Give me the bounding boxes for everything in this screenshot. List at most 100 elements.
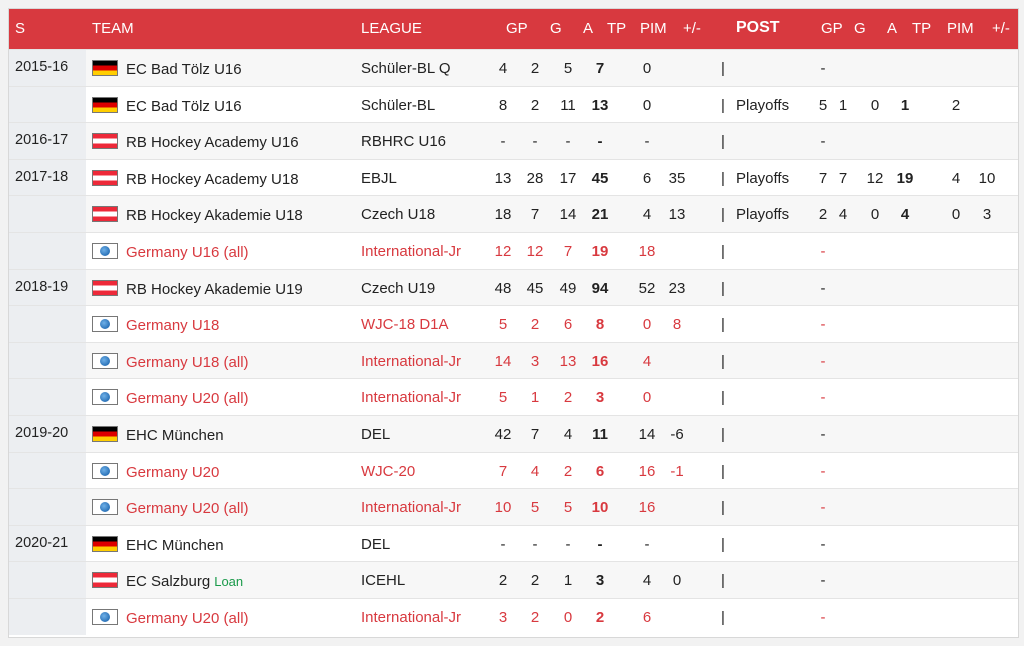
stat-a: 5 (563, 499, 573, 517)
stat-plusminus: 23 (668, 279, 686, 297)
stat-a: 11 (560, 96, 576, 114)
col-a[interactable]: A (583, 20, 594, 37)
league-link[interactable]: International-Jr (361, 352, 462, 370)
team-link[interactable]: Germany U18 (126, 317, 219, 334)
stat-pim: 4 (642, 206, 652, 224)
league-link[interactable]: DEL (361, 426, 391, 443)
league-link[interactable]: International-Jr (361, 243, 462, 260)
stat-tp: 3 (595, 572, 605, 590)
col-pim[interactable]: PIM (640, 20, 667, 37)
season-label: 2015-16 (15, 59, 69, 75)
team-link[interactable]: EC Bad Tölz U16 (126, 61, 242, 78)
germany-flag-icon (92, 96, 118, 113)
season-label: 2017-18 (15, 168, 69, 185)
league-link[interactable]: International-Jr (361, 389, 462, 407)
col-post-a[interactable]: A (887, 20, 898, 37)
col-team[interactable]: TEAM (92, 20, 134, 37)
league-link[interactable]: International-Jr (361, 499, 462, 517)
stat-pim: 16 (638, 499, 656, 517)
stat-tp: 8 (595, 316, 605, 334)
table-row: Germany U20 WJC-20 7 4 2 6 16 -1 - | (9, 451, 1018, 489)
post-gp: - (820, 133, 826, 151)
col-post-g[interactable]: G (854, 20, 866, 37)
team-name: EC Bad Tölz U16 (126, 97, 242, 115)
season-cell: 2016-17 (9, 123, 86, 160)
col-g[interactable]: G (550, 20, 562, 37)
postseason-label[interactable]: Playoffs (736, 96, 790, 114)
team-link[interactable]: EC Salzburg Loan (126, 573, 243, 590)
col-post-gp[interactable]: GP (821, 20, 843, 37)
league-link[interactable]: Czech U19 (361, 279, 436, 297)
table-row: 2017-18 RB Hockey Academy U18 EBJL 13 28 17 45… (9, 158, 1018, 196)
stat-gp: - (500, 535, 506, 553)
league-link[interactable]: EBJL (361, 169, 397, 187)
league-link[interactable]: Czech U18 (361, 206, 436, 224)
post-gp: - (820, 352, 826, 370)
team-link[interactable]: RB Hockey Akademie U18 (126, 207, 303, 224)
col-league[interactable]: LEAGUE (361, 20, 422, 37)
team-link[interactable]: Germany U18 (all) (126, 354, 249, 371)
stat-plusminus: 0 (672, 572, 682, 590)
col-post-plusminus[interactable]: +/- (992, 20, 1010, 37)
table-row: 2018-19 RB Hockey Akademie U19 Czech U19 48… (9, 268, 1018, 306)
league-link[interactable]: International-Jr (361, 609, 462, 626)
team-name: Germany U18 (126, 317, 220, 335)
table-row: Germany U20 (all) International-Jr 10 5 5 10 1… (9, 488, 1018, 526)
league-link[interactable]: RBHRC U16 (361, 133, 447, 151)
postseason-label[interactable]: Playoffs (736, 206, 790, 224)
team-link[interactable]: Germany U20 (126, 464, 219, 481)
season-cell (9, 489, 86, 526)
column-separator: | (721, 243, 725, 260)
team-link[interactable]: EHC München (126, 537, 224, 554)
stat-pim: 0 (642, 389, 652, 407)
table-row: Germany U18 (all) International-Jr 14 3 13 16… (9, 341, 1018, 379)
team-link[interactable]: RB Hockey Akademie U19 (126, 281, 303, 298)
post-gp: - (820, 572, 826, 590)
team-link[interactable]: RB Hockey Academy U16 (126, 134, 299, 151)
team-link[interactable]: Germany U20 (all) (126, 500, 249, 517)
stat-tp: 13 (591, 96, 609, 114)
team-link[interactable]: Germany U16 (all) (126, 244, 249, 261)
team-link[interactable]: EC Bad Tölz U16 (126, 98, 242, 115)
col-post-pim[interactable]: PIM (947, 20, 974, 37)
season-cell (9, 342, 86, 379)
league-link[interactable]: WJC-18 D1A (361, 316, 449, 334)
column-separator: | (721, 389, 725, 407)
league-link[interactable]: DEL (361, 535, 391, 553)
stat-gp: 48 (494, 279, 512, 297)
col-gp[interactable]: GP (506, 20, 528, 37)
col-post[interactable]: POST (736, 19, 780, 36)
team-link[interactable]: Germany U20 (all) (126, 610, 249, 627)
team-link[interactable]: RB Hockey Academy U18 (126, 171, 299, 188)
post-tp: 1 (900, 96, 910, 114)
league-link[interactable]: ICEHL (361, 572, 406, 590)
stat-tp: 3 (595, 389, 605, 407)
column-separator: | (721, 352, 725, 370)
col-post-tp[interactable]: TP (912, 20, 932, 37)
season-cell: 2019-20 (9, 416, 86, 452)
stat-a: 6 (563, 316, 573, 334)
international-flag-icon (92, 609, 118, 625)
team-name: Germany U20 (all) (126, 390, 249, 408)
team-name: Germany U20 (all) (126, 500, 249, 518)
col-plusminus[interactable]: +/- (683, 20, 701, 37)
stat-g: 12 (526, 243, 544, 260)
team-name: EC Salzburg (126, 573, 211, 591)
league-link[interactable]: Schüler-BL Q (361, 60, 451, 77)
col-tp[interactable]: TP (607, 20, 627, 37)
table-header: S TEAM LEAGUE GP G A TP PIM +/- POST GP … (9, 9, 1018, 49)
col-season[interactable]: S (15, 20, 26, 37)
column-separator: | (721, 572, 725, 590)
season-cell (9, 599, 86, 635)
season-cell: 2018-19 (9, 269, 86, 306)
team-link[interactable]: EHC München (126, 427, 224, 444)
column-separator: | (721, 169, 725, 187)
league-link[interactable]: WJC-20 (361, 462, 416, 480)
team-link[interactable]: Germany U20 (all) (126, 390, 249, 407)
league-link[interactable]: Schüler-BL (361, 96, 436, 114)
post-gp: 5 (818, 96, 828, 114)
international-flag-icon (92, 462, 118, 479)
team-name: EHC München (126, 536, 224, 554)
column-separator: | (721, 133, 725, 151)
postseason-label[interactable]: Playoffs (736, 169, 790, 187)
